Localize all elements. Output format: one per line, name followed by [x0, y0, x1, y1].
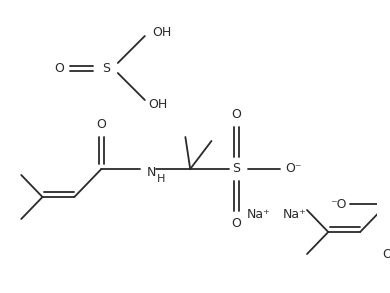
Text: O: O [232, 108, 241, 121]
Text: O: O [54, 62, 64, 74]
Text: Na⁺: Na⁺ [283, 209, 307, 222]
Text: ⁻O: ⁻O [330, 197, 347, 210]
Text: H: H [156, 174, 165, 184]
Text: O⁻: O⁻ [285, 163, 301, 176]
Text: OH: OH [152, 25, 172, 38]
Text: O: O [96, 118, 106, 131]
Text: S: S [102, 62, 110, 74]
Text: O: O [232, 217, 241, 230]
Text: Na⁺: Na⁺ [247, 209, 271, 222]
Text: N: N [147, 166, 156, 178]
Text: O: O [382, 248, 390, 261]
Text: OH: OH [149, 98, 168, 110]
Text: S: S [232, 163, 241, 176]
